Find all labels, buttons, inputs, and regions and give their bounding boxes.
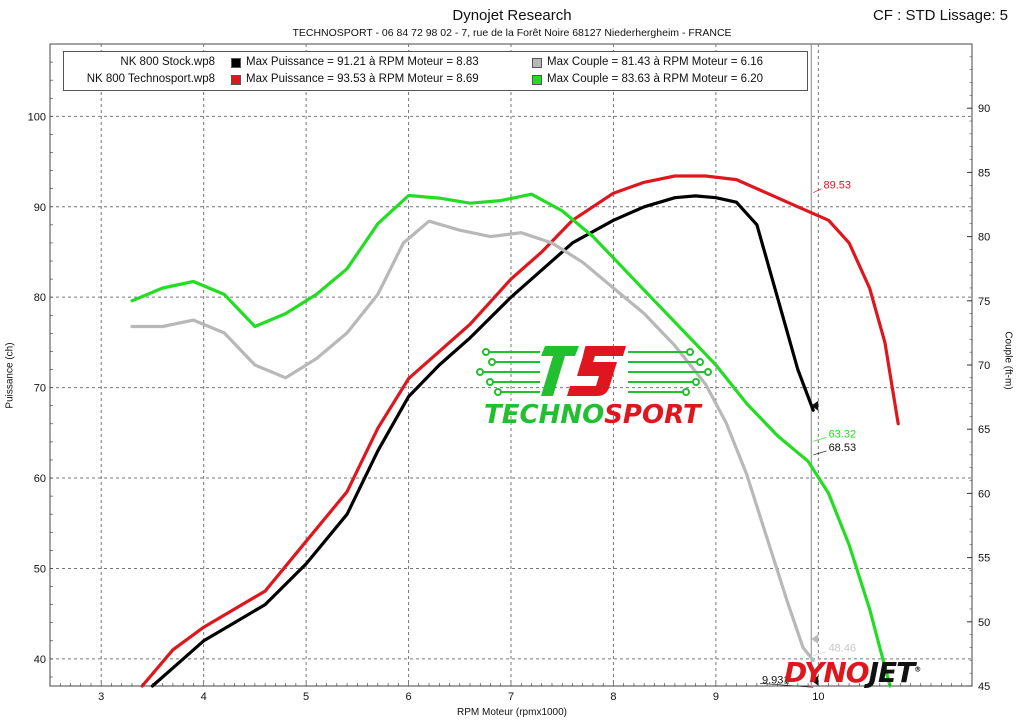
legend-torque-text: Max Couple = 81.43 à RPM Moteur = 6.16 xyxy=(547,56,764,68)
registered-mark: ® xyxy=(914,665,921,674)
circuit-node xyxy=(704,368,712,376)
series-layer xyxy=(130,174,900,688)
x-axis-label: RPM Moteur (rpmx1000) xyxy=(456,707,568,718)
series-line-power xyxy=(150,194,815,688)
technosport-circuit-logo xyxy=(476,346,712,396)
legend-torque-swatch xyxy=(532,58,542,68)
y2-tick-label: 45 xyxy=(978,681,990,693)
circuit-node xyxy=(476,368,484,376)
annotation-label: 89.53 xyxy=(823,180,851,192)
y2-tick-label: 90 xyxy=(978,103,990,115)
y2-tick-label: 65 xyxy=(978,424,990,436)
y2-tick-label: 85 xyxy=(978,167,990,179)
logo-t-shape xyxy=(541,346,579,396)
annotations-layer: 89.53 63.32 68.53 9.931 48.46 xyxy=(476,180,857,688)
series-line-torque xyxy=(130,219,815,662)
y2-tick-label: 80 xyxy=(978,232,990,244)
y-tick-label: 60 xyxy=(34,473,46,485)
annotation-label: 68.53 xyxy=(829,442,857,454)
annotation-leader xyxy=(813,450,827,456)
series-line-power xyxy=(140,174,900,688)
legend-torque-text: Max Couple = 83.63 à RPM Moteur = 6.20 xyxy=(547,73,764,85)
cursor-marker xyxy=(811,675,819,686)
x-tick-label: 4 xyxy=(201,691,207,703)
x-tick-label: 7 xyxy=(508,691,514,703)
legend-power-swatch xyxy=(231,75,241,85)
dynojet-red-part: DYNO xyxy=(784,656,870,689)
dynojet-black-part: JET xyxy=(868,656,916,689)
annotation-label: 63.32 xyxy=(829,428,857,440)
legend-torque-swatch xyxy=(532,75,542,85)
annotation-leader xyxy=(813,188,822,193)
chart-title: Dynojet Research xyxy=(452,7,572,24)
annotation-leader xyxy=(813,651,827,656)
technosport-logo-text: TECHNOSPORT xyxy=(484,400,701,430)
y-tick-label: 50 xyxy=(34,563,46,575)
circuit-node xyxy=(488,358,496,366)
y-tick-label: 70 xyxy=(34,383,46,395)
y2-tick-label: 55 xyxy=(978,553,990,565)
series-line-torque xyxy=(130,192,892,688)
legend-row: NK 800 Stock.wp8 Max Puissance = 91.21 à… xyxy=(64,54,807,71)
y2-tick-label: 60 xyxy=(978,488,990,500)
logo-word-red: SPORT xyxy=(604,400,701,430)
logo-word-green: TECHNO xyxy=(484,400,605,430)
circuit-node xyxy=(692,378,700,386)
annotation-leader xyxy=(759,682,814,688)
legend-power-text: Max Puissance = 91.21 à RPM Moteur = 8.8… xyxy=(246,56,479,68)
y-axis-label-left: Puissance (ch) xyxy=(4,342,16,409)
cursor-marker xyxy=(811,400,819,411)
y-tick-label: 40 xyxy=(34,654,46,666)
legend-file-name: NK 800 Stock.wp8 xyxy=(120,56,215,68)
circuit-node xyxy=(486,378,494,386)
x-tick-label: 8 xyxy=(610,691,616,703)
x-tick-label: 5 xyxy=(303,691,309,703)
cursor-marker xyxy=(811,633,819,644)
circuit-node xyxy=(686,348,694,356)
circuit-node xyxy=(482,348,490,356)
annotation-leader xyxy=(813,437,827,442)
x-tick-label: 6 xyxy=(405,691,411,703)
y-tick-label: 80 xyxy=(34,292,46,304)
correction-factor-label: CF : STD Lissage: 5 xyxy=(872,7,1008,24)
y2-tick-label: 75 xyxy=(978,296,990,308)
circuit-node xyxy=(696,358,704,366)
dynojet-logo: DYNOJET® xyxy=(784,656,921,689)
annotation-label: 9.931 xyxy=(762,674,790,686)
circuit-node xyxy=(682,388,690,396)
legend-row: NK 800 Technosport.wp8 Max Puissance = 9… xyxy=(64,71,807,88)
y-tick-label: 100 xyxy=(28,111,46,123)
x-tick-label: 9 xyxy=(713,691,719,703)
chart-axes: 3 4 5 6 7 8 9 104050607080901004550556065707580… xyxy=(28,56,990,703)
legend-power-text: Max Puissance = 93.53 à RPM Moteur = 8.6… xyxy=(246,73,479,85)
y2-tick-label: 50 xyxy=(978,617,990,629)
logo-s-shape xyxy=(567,346,626,396)
circuit-node xyxy=(494,388,502,396)
chart-grid xyxy=(49,43,973,687)
legend-power-swatch xyxy=(231,58,241,68)
chart-legend: NK 800 Stock.wp8 Max Puissance = 91.21 à… xyxy=(63,51,808,91)
legend-file-name: NK 800 Technosport.wp8 xyxy=(86,73,215,85)
y2-tick-label: 70 xyxy=(978,360,990,372)
y-axis-label-right: Couple (ft-m) xyxy=(1002,331,1014,390)
x-tick-label: 3 xyxy=(98,691,104,703)
chart-subtitle: TECHNOSPORT - 06 84 72 98 02 - 7, rue de… xyxy=(292,27,732,39)
x-tick-label: 10 xyxy=(812,691,824,703)
annotation-label: 48.46 xyxy=(829,643,857,655)
y-tick-label: 90 xyxy=(34,202,46,214)
